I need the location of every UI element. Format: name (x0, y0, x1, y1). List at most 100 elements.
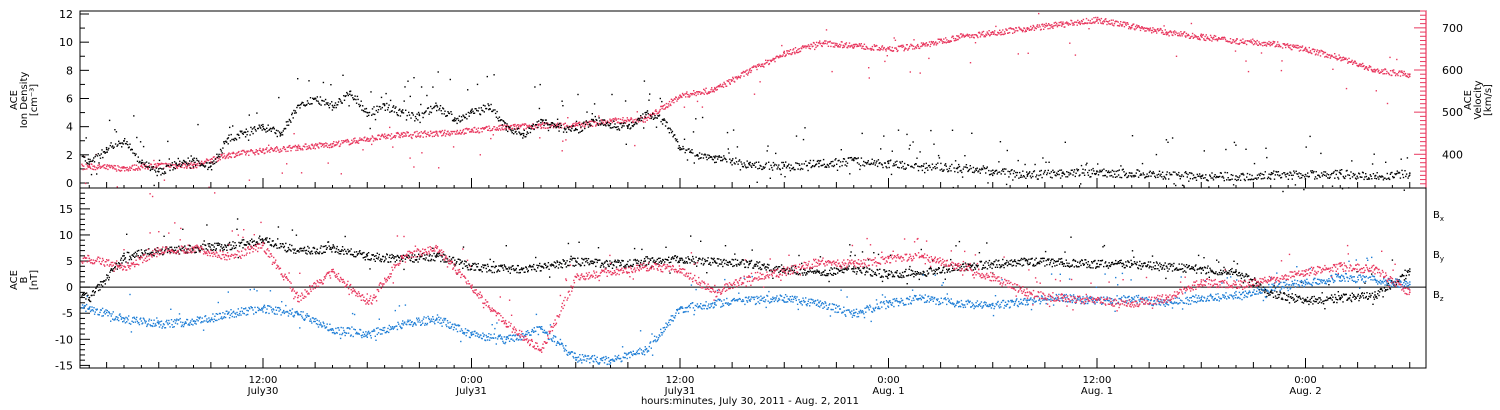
data-point (1297, 173, 1299, 175)
data-point (886, 55, 888, 57)
data-point (196, 163, 198, 165)
data-point (1210, 36, 1212, 38)
data-point (324, 104, 326, 106)
data-point (1122, 168, 1124, 170)
data-point (1334, 169, 1337, 172)
data-point (881, 45, 884, 47)
data-point (476, 109, 478, 112)
data-point (751, 163, 754, 165)
data-point (1050, 171, 1053, 173)
data-point (129, 169, 131, 171)
data-anchor-point (123, 166, 125, 169)
data-point (128, 168, 130, 170)
data-point (618, 128, 620, 130)
data-point (195, 157, 198, 160)
data-point (424, 254, 426, 256)
data-point (377, 109, 380, 111)
data-point (231, 138, 233, 141)
data-point (111, 166, 113, 168)
data-point (640, 119, 643, 122)
data-point (615, 266, 618, 268)
data-point (873, 44, 875, 46)
data-point (931, 42, 934, 44)
data-point (1021, 29, 1023, 32)
data-point (1085, 22, 1087, 24)
data-point (1012, 172, 1015, 175)
data-point (646, 110, 649, 112)
data-point (876, 165, 879, 168)
data-point (884, 48, 887, 51)
data-point (975, 169, 978, 171)
data-point (112, 147, 115, 149)
data-point (1350, 61, 1353, 63)
data-point (1310, 170, 1312, 172)
data-point (994, 30, 996, 32)
data-point (948, 40, 950, 42)
data-point (309, 97, 312, 99)
data-point (981, 168, 984, 171)
data-point (761, 65, 763, 67)
data-point (564, 122, 566, 124)
data-point (1175, 184, 1177, 187)
data-point (352, 254, 354, 256)
data-point (904, 168, 907, 170)
data-anchor-point (1165, 31, 1168, 33)
data-point (1327, 177, 1329, 179)
data-point (825, 166, 828, 168)
data-point (1230, 174, 1232, 176)
data-point (820, 164, 822, 167)
data-point (629, 264, 632, 267)
data-point (842, 158, 845, 160)
data-point (436, 253, 438, 256)
data-point (905, 167, 907, 169)
data-point (170, 251, 172, 254)
data-point (555, 265, 558, 268)
data-point (121, 166, 123, 168)
data-point (1406, 157, 1409, 159)
data-point (203, 162, 205, 164)
data-point (464, 260, 466, 262)
data-point (615, 261, 617, 263)
data-point (408, 111, 410, 114)
data-point (138, 249, 140, 252)
data-point (1124, 23, 1127, 25)
data-point (802, 138, 805, 141)
data-point (91, 160, 93, 162)
data-point (601, 120, 603, 122)
data-point (116, 145, 118, 147)
data-point (427, 131, 429, 134)
data-point (124, 258, 126, 260)
data-point (228, 243, 230, 245)
data-point (99, 281, 102, 283)
data-point (283, 246, 285, 249)
data-point (545, 123, 547, 125)
data-point (275, 243, 277, 245)
data-point (947, 170, 949, 173)
data-point (1246, 172, 1249, 175)
data-point (1329, 176, 1331, 178)
data-point (953, 37, 955, 40)
data-point (837, 46, 839, 48)
data-point (295, 112, 297, 114)
data-point (1174, 171, 1176, 173)
data-point (467, 269, 469, 271)
density-tick-label: 2 (66, 149, 73, 162)
data-point (920, 42, 923, 44)
data-point (259, 147, 261, 150)
data-point (1232, 174, 1234, 177)
data-point (204, 166, 206, 168)
data-point (602, 121, 604, 124)
data-point (166, 165, 169, 167)
data-point (360, 139, 362, 141)
data-point (667, 106, 669, 109)
data-point (1100, 171, 1102, 173)
data-point (132, 254, 134, 256)
data-point (1117, 170, 1119, 172)
data-point (466, 265, 468, 267)
data-point (1112, 176, 1114, 178)
data-point (638, 119, 640, 121)
data-point (81, 163, 83, 165)
data-point (488, 125, 490, 127)
data-point (652, 118, 655, 120)
data-point (98, 284, 100, 286)
